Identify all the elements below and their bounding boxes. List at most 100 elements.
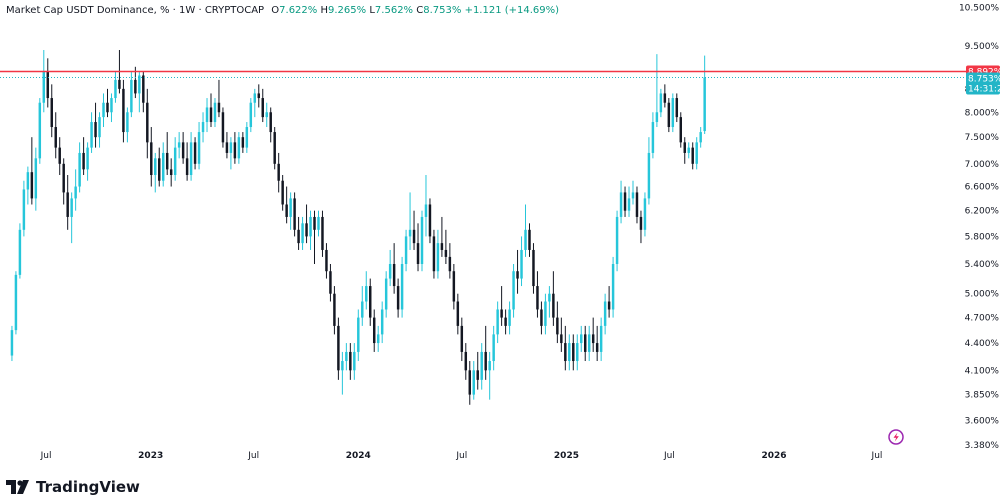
candle-body <box>695 142 698 164</box>
candle-body <box>58 147 61 164</box>
chart-legend-header[interactable]: Market Cap USDT Dominance, % · 1W · CRYP… <box>6 5 559 16</box>
candle-body <box>560 334 563 344</box>
x-axis[interactable]: Jul 2023 Jul 2024 Jul 2025 Jul 2026 Jul <box>40 451 883 461</box>
candle-body <box>217 102 221 113</box>
candle-body <box>158 158 161 181</box>
candle-body <box>201 122 205 133</box>
x-tick-label: Jul <box>455 451 467 461</box>
candle-body <box>62 163 65 193</box>
candle-body <box>659 93 663 113</box>
candle-body <box>281 180 284 205</box>
candle-body <box>245 127 249 148</box>
candle-body <box>337 325 340 371</box>
candle-body <box>102 102 105 118</box>
candle-body <box>611 263 615 310</box>
candle-body <box>233 142 237 159</box>
candle-body <box>408 229 412 237</box>
y-tick-label: 5.000% <box>965 290 1000 300</box>
candle-body <box>269 112 272 133</box>
candle-body <box>205 107 209 123</box>
candle-body <box>639 216 643 230</box>
candle-body <box>126 112 129 133</box>
candle-body <box>388 263 392 279</box>
y-tick-label: 5.800% <box>965 232 1000 242</box>
candle-body <box>78 152 81 187</box>
candle-body <box>472 370 475 395</box>
x-tick-label: Jul <box>871 451 883 461</box>
price-tags: 8.892% 8.753% 14:31:22 <box>966 65 1000 95</box>
candle-body <box>532 249 535 287</box>
x-tick-label: Jul <box>663 451 675 461</box>
y-tick-label: 4.700% <box>965 314 1000 324</box>
candle-body <box>572 343 575 362</box>
candle-body <box>169 169 173 176</box>
candle-body <box>424 204 428 217</box>
candle-body <box>404 236 408 264</box>
candle-body <box>376 334 380 344</box>
candle-body <box>587 334 591 352</box>
candle-body <box>508 309 511 326</box>
candle-body <box>392 263 396 287</box>
open-value: 7.622% <box>279 5 318 16</box>
candle-body <box>309 216 312 237</box>
candle-body <box>193 142 197 164</box>
candles-layer <box>0 50 966 405</box>
candle-body <box>492 334 495 362</box>
candle-body <box>189 142 193 176</box>
candle-body <box>420 216 424 264</box>
y-tick-label: 6.600% <box>965 183 1000 193</box>
candle-body <box>540 309 543 326</box>
candle-body <box>365 286 368 302</box>
candle-body <box>321 216 324 250</box>
candle-body <box>221 112 225 143</box>
candle-body <box>552 293 555 318</box>
candle-body <box>357 317 360 352</box>
candle-body <box>22 189 26 230</box>
candle-body <box>603 301 607 326</box>
candle-body <box>400 263 404 310</box>
candle-body <box>496 309 499 335</box>
candle-body <box>241 137 245 148</box>
candle-body <box>257 93 261 99</box>
x-tick-label: 2026 <box>762 451 787 461</box>
candle-body <box>66 192 69 217</box>
x-tick-label: 2024 <box>346 451 371 461</box>
candle-body <box>468 370 472 395</box>
high-label: H <box>320 5 329 16</box>
bar-countdown-label: 14:31:22 <box>968 85 1000 95</box>
candle-body <box>512 271 515 310</box>
candle-body <box>691 147 694 164</box>
candle-body <box>146 102 149 143</box>
candle-body <box>675 98 679 118</box>
candle-body <box>74 186 77 199</box>
candle-body <box>619 192 623 217</box>
change-value: +1.121 (+14.69%) <box>464 5 560 16</box>
candle-body <box>361 301 364 318</box>
candle-body <box>444 249 448 257</box>
last-price-tag <box>966 72 1000 95</box>
candle-body <box>576 343 579 362</box>
y-tick-label: 7.000% <box>965 160 1000 170</box>
candle-body <box>504 317 507 326</box>
candle-body <box>237 137 241 159</box>
candle-body <box>484 351 487 371</box>
close-value: 8.753% <box>423 5 462 16</box>
y-tick-label: 4.400% <box>965 339 1000 349</box>
candle-body <box>556 317 559 335</box>
candle-body <box>464 351 468 371</box>
candle-body <box>130 79 133 113</box>
tradingview-brand[interactable]: TradingView <box>6 478 140 496</box>
candle-body <box>249 102 253 128</box>
x-tick-label: Jul <box>247 451 259 461</box>
candle-body <box>647 152 651 199</box>
x-tick-label: 2023 <box>138 451 163 461</box>
candle-body <box>583 334 587 352</box>
series-title[interactable]: Market Cap USDT Dominance, % · 1W · CRYP… <box>6 5 265 16</box>
candle-body <box>671 98 675 128</box>
candle-body <box>118 79 121 89</box>
candle-body <box>412 229 416 244</box>
candle-body <box>106 102 109 113</box>
flash-icon[interactable] <box>888 429 904 445</box>
candle-body <box>345 351 348 362</box>
